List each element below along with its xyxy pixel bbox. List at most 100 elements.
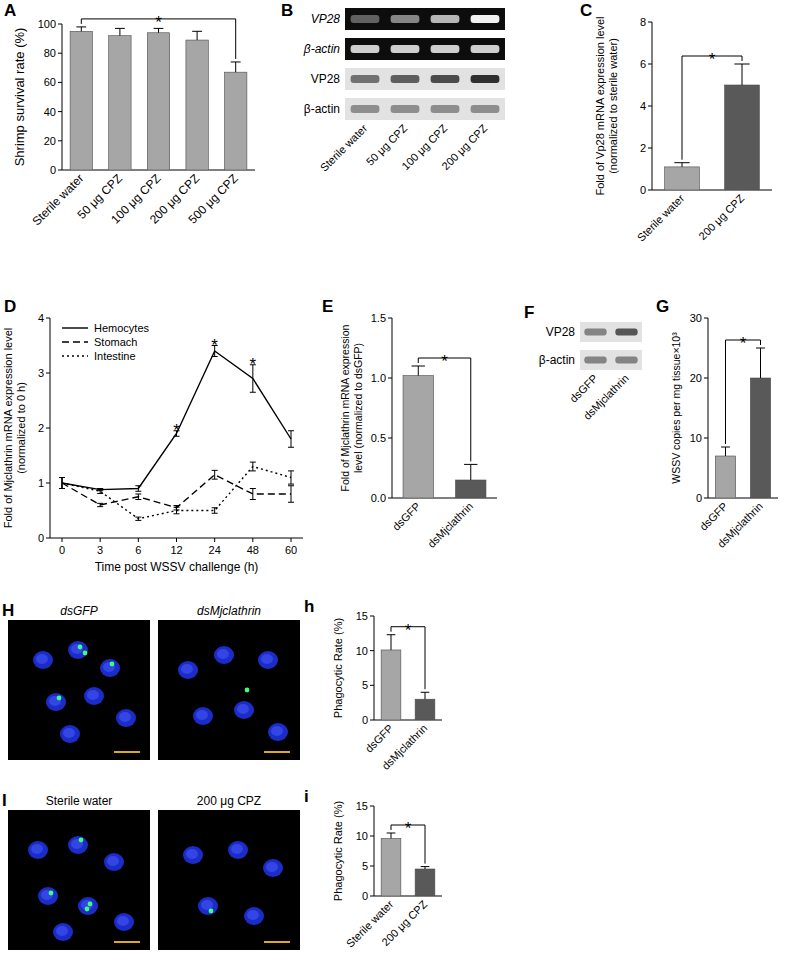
bar <box>403 376 433 498</box>
image-title: dsMjclathrin <box>197 604 261 618</box>
nucleus-core <box>107 856 119 866</box>
x-tick-label: dsGFP <box>697 500 730 533</box>
bead <box>57 696 62 701</box>
x-tick-label: 200 μg CPZ <box>696 192 746 242</box>
y-axis-title: WSSV copies per mg tissue×10³ <box>670 332 682 484</box>
plot-area <box>59 346 294 521</box>
error-stem <box>252 489 253 500</box>
micrograph <box>8 810 150 950</box>
bar <box>225 72 247 170</box>
error-bar <box>412 366 425 376</box>
image-background <box>158 810 300 950</box>
y-axis <box>374 806 375 896</box>
error-cap <box>674 162 689 163</box>
bar <box>381 650 401 720</box>
error-cap <box>212 470 218 471</box>
error-stem <box>100 489 101 493</box>
bar <box>665 167 700 190</box>
blot-panel: BVP28β-actinVP28β-actinSterile water50 μ… <box>281 1 505 174</box>
x-tick <box>100 538 101 542</box>
y-tick-label: 20 <box>44 135 56 147</box>
legend-label: Hemocytes <box>94 322 150 334</box>
error-cap <box>721 447 730 448</box>
error-cap <box>135 499 141 500</box>
error-bar <box>250 489 256 500</box>
error-cap <box>288 485 294 486</box>
nucleus-core <box>117 916 129 926</box>
micrograph <box>158 810 300 950</box>
plot-area <box>715 348 770 498</box>
nucleus-core <box>103 662 115 672</box>
significance-mark: * <box>405 819 412 838</box>
y-tick-label: 80 <box>44 47 56 59</box>
nucleus <box>258 651 278 669</box>
significance-bracket <box>682 56 742 160</box>
nucleus-core <box>201 900 213 910</box>
blot-band <box>391 45 420 53</box>
nucleus <box>38 887 58 905</box>
y-axis-title: (normalized to 0 h) <box>15 382 27 474</box>
error-cap <box>464 464 477 465</box>
error-bar <box>174 507 180 514</box>
y-axis <box>62 24 63 170</box>
y-tick <box>648 190 652 191</box>
significance-mark: * <box>740 334 747 353</box>
nucleus <box>33 651 53 669</box>
error-cap <box>97 488 103 489</box>
y-axis <box>392 318 393 498</box>
y-tick-label: 5 <box>362 860 368 872</box>
series-line <box>62 467 291 519</box>
micrograph <box>158 620 300 760</box>
nucleus-core <box>119 712 131 722</box>
chart-panel: E0.00.51.01.5Fold of Mjclathrin mRNA exp… <box>322 297 497 550</box>
chart-panel: C02468Fold of Vp28 mRNA expression level… <box>580 1 772 244</box>
blot-band <box>471 105 500 113</box>
blot-row-label: VP28 <box>546 325 576 339</box>
legend: HemocytesStomachIntestine <box>62 322 150 362</box>
blot-band <box>391 15 420 23</box>
y-tick <box>370 896 374 897</box>
plot-area <box>403 366 486 498</box>
blot-band <box>351 75 380 83</box>
error-cap <box>97 506 103 507</box>
blot-strip <box>345 38 505 60</box>
nucleus <box>60 725 80 743</box>
nucleus-core <box>261 654 273 664</box>
nucleus <box>68 641 88 659</box>
y-tick-label: 0.0 <box>371 492 386 504</box>
error-bar <box>59 478 65 489</box>
error-bar <box>97 503 103 506</box>
image-background <box>8 810 150 950</box>
y-tick-label: 10 <box>356 645 368 657</box>
bead <box>245 688 250 693</box>
error-cap <box>288 502 294 503</box>
error-stem <box>252 462 253 471</box>
x-tick-label: dsGFP <box>390 500 423 533</box>
nucleus <box>263 859 283 877</box>
y-tick <box>370 685 374 686</box>
error-cap <box>174 507 180 508</box>
bead <box>85 907 90 912</box>
nucleus <box>28 841 48 859</box>
micrograph-panel: HdsGFPdsMjclathrin <box>2 601 300 760</box>
x-tick-label: dsGFP <box>363 722 396 755</box>
y-tick <box>648 148 652 149</box>
error-bar <box>59 478 65 489</box>
y-axis-title: level (normalized to dsGFP) <box>352 343 364 473</box>
error-bar <box>288 486 294 503</box>
y-tick <box>648 64 652 65</box>
bar <box>715 456 735 498</box>
y-tick <box>58 170 62 171</box>
error-cap <box>59 488 65 489</box>
error-cap <box>734 64 749 65</box>
error-bar <box>674 163 689 167</box>
blot-band <box>471 45 500 53</box>
y-tick-label: 40 <box>44 106 56 118</box>
error-stem <box>62 478 63 489</box>
y-axis-title: Phagocytic Rate (%) <box>332 801 344 901</box>
series-line <box>62 351 291 490</box>
error-bar <box>212 470 218 479</box>
error-cap <box>387 833 396 834</box>
significance-bracket <box>418 358 471 461</box>
y-tick-label: 3 <box>38 367 44 379</box>
